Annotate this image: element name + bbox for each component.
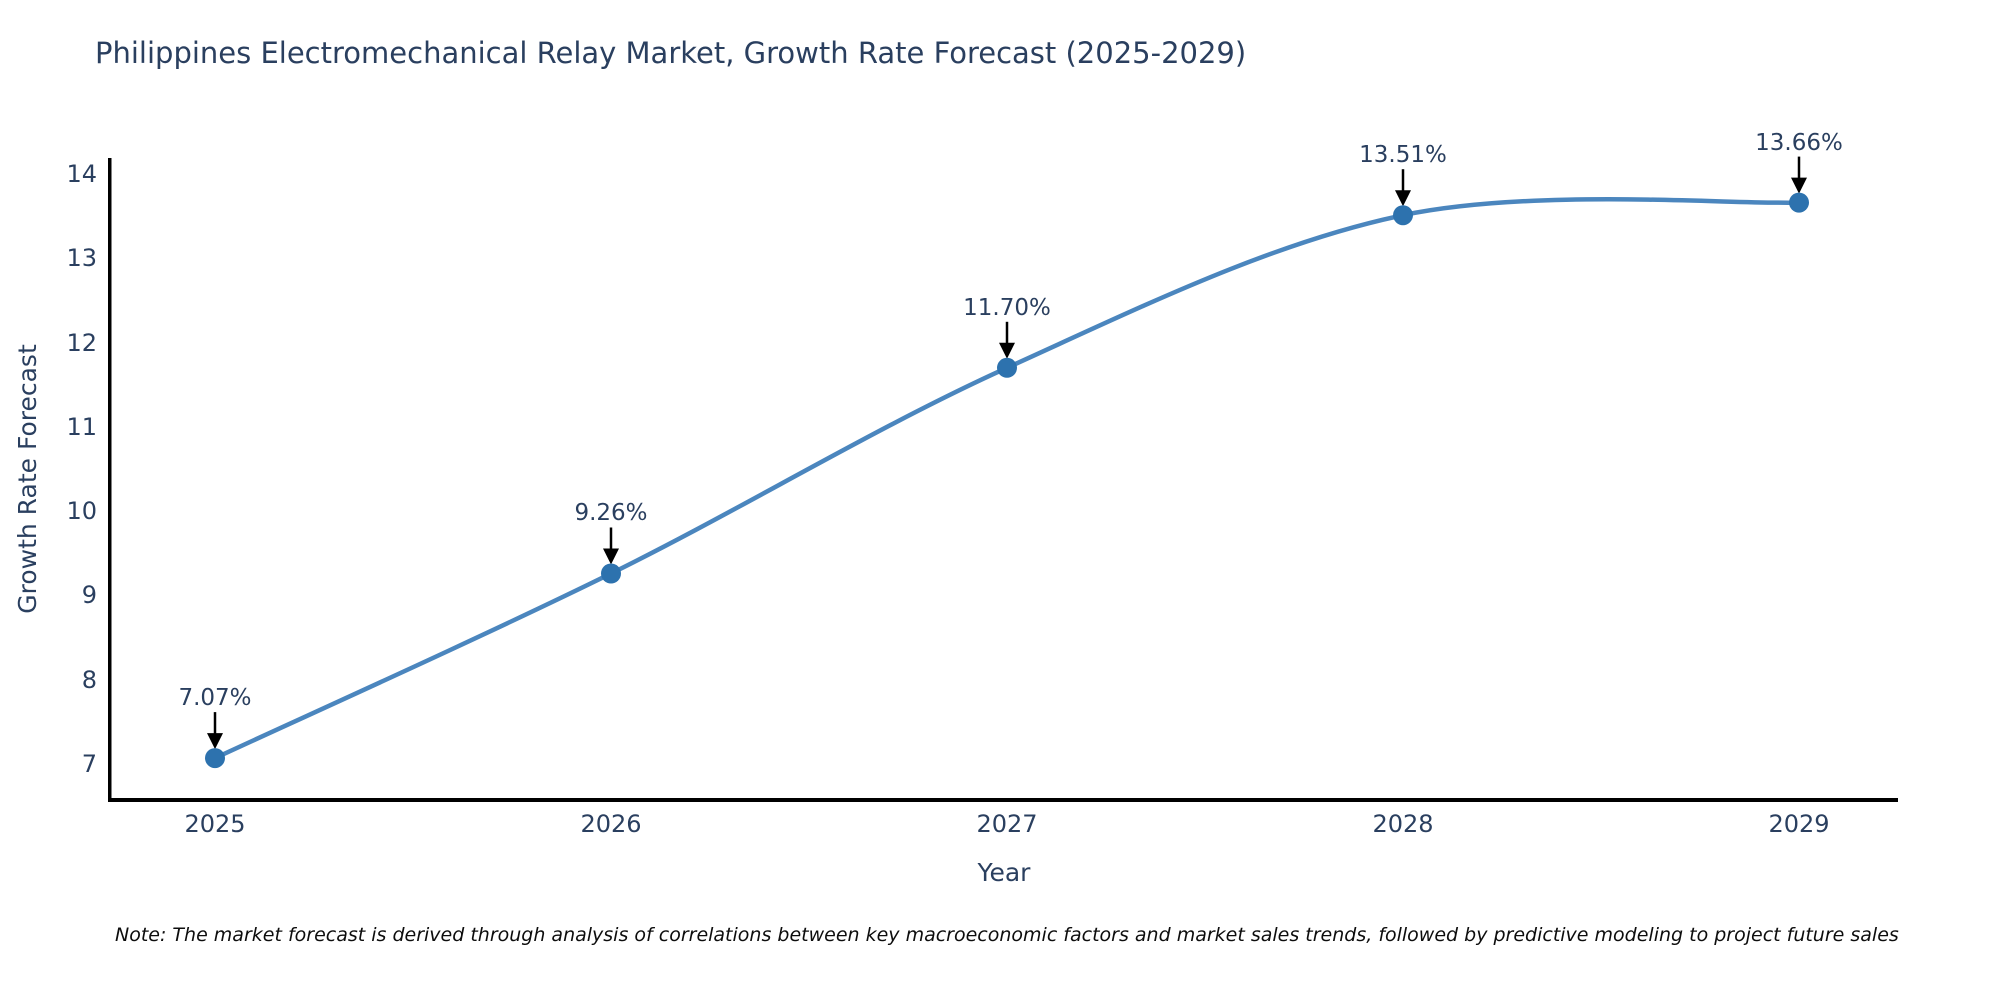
y-axis-line [108, 158, 112, 802]
point-value-annotation: 11.70% [963, 295, 1051, 321]
y-tick-label: 13 [66, 244, 97, 272]
x-axis-line [108, 798, 1898, 802]
annotation-arrows [207, 156, 1807, 750]
data-point[interactable] [601, 563, 621, 584]
footnote: Note: The market forecast is derived thr… [115, 924, 1899, 946]
growth-rate-line [212, 197, 1802, 761]
y-tick-label: 14 [66, 160, 97, 188]
annotation-arrow-head [999, 342, 1015, 359]
annotation-arrow-head [603, 548, 619, 565]
y-tick-label: 12 [66, 329, 97, 357]
axis-spines [108, 158, 1898, 802]
annotation-arrow-head [1395, 190, 1411, 207]
point-value-annotation: 7.07% [178, 685, 252, 711]
data-point[interactable] [997, 357, 1017, 378]
data-point[interactable] [205, 748, 225, 769]
point-value-annotation: 9.26% [574, 500, 648, 526]
point-value-annotation: 13.51% [1359, 142, 1447, 168]
x-tick-label: 2027 [976, 810, 1038, 838]
data-point[interactable] [1789, 192, 1809, 213]
x-axis-title: Year [977, 858, 1031, 887]
annotation-arrow-head [207, 733, 223, 750]
y-tick-label: 10 [66, 497, 97, 525]
annotation-arrow-head [1791, 177, 1807, 194]
data-point-markers [205, 192, 1809, 769]
y-tick-label: 9 [81, 581, 97, 609]
chart-title: Philippines Electromechanical Relay Mark… [95, 36, 1247, 70]
y-tick-label: 11 [66, 413, 97, 441]
point-value-annotation: 13.66% [1755, 130, 1843, 156]
y-tick-label: 8 [81, 666, 97, 694]
data-point[interactable] [1393, 205, 1413, 226]
x-tick-label: 2026 [580, 810, 642, 838]
x-tick-label: 2025 [184, 810, 246, 838]
x-tick-label: 2029 [1768, 810, 1830, 838]
x-tick-label: 2028 [1372, 810, 1434, 838]
y-tick-label: 7 [81, 750, 97, 778]
